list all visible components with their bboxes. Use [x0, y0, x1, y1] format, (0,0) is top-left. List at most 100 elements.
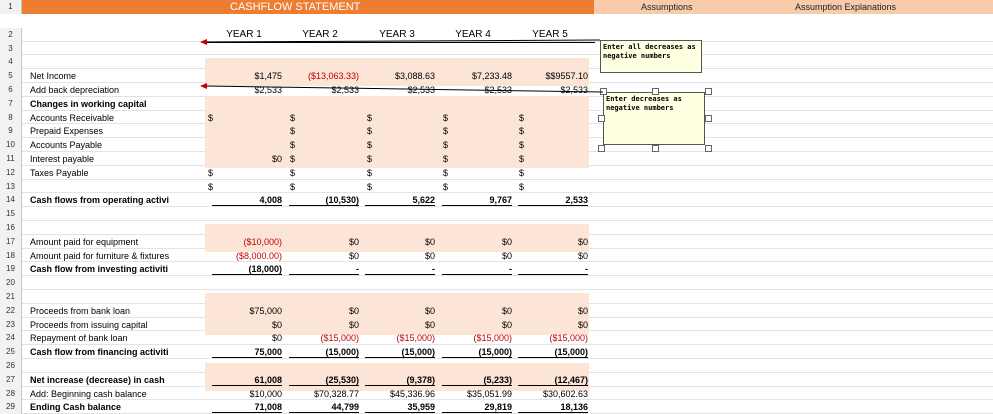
- row-label[interactable]: Accounts Receivable: [30, 112, 115, 123]
- value-cell[interactable]: -: [289, 264, 359, 276]
- value-cell[interactable]: $3,088.63: [394, 71, 435, 82]
- value-cell[interactable]: ($15,000): [473, 333, 512, 344]
- row-header[interactable]: 11: [0, 152, 22, 166]
- row-label[interactable]: Amount paid for furniture & fixtures: [30, 250, 170, 261]
- row-label[interactable]: Cash flow from financing activiti: [30, 347, 169, 358]
- value-cell[interactable]: $0: [577, 250, 588, 261]
- resize-handle[interactable]: [705, 88, 712, 95]
- comment-note-1[interactable]: Enter all decreases as negative numbers: [600, 40, 702, 73]
- row-header[interactable]: 25: [0, 345, 22, 359]
- year-2-header[interactable]: YEAR 2: [302, 29, 338, 40]
- row-header[interactable]: 20: [0, 276, 22, 290]
- value-cell[interactable]: $45,336.96: [389, 388, 435, 399]
- value-cell[interactable]: $0: [577, 236, 588, 247]
- value-cell[interactable]: (12,467): [518, 375, 588, 386]
- row-label[interactable]: Repayment of bank loan: [30, 333, 128, 344]
- value-cell[interactable]: 4,008: [212, 195, 282, 207]
- value-cell[interactable]: 75,000: [212, 347, 282, 359]
- row-header[interactable]: 2: [0, 27, 22, 42]
- value-cell[interactable]: (15,000): [442, 347, 512, 359]
- value-cell[interactable]: 5,622: [365, 195, 435, 207]
- row-label[interactable]: Prepaid Expenses: [30, 126, 104, 137]
- row-header[interactable]: 26: [0, 359, 22, 373]
- row-label[interactable]: Add back depreciation: [30, 85, 120, 95]
- value-cell[interactable]: -: [518, 264, 588, 276]
- row-header[interactable]: 29: [0, 400, 22, 414]
- year-1-header[interactable]: YEAR 1: [226, 29, 262, 40]
- row-label[interactable]: Cash flows from operating activi: [30, 195, 170, 206]
- value-cell[interactable]: $0: [271, 319, 282, 330]
- value-cell[interactable]: $$9557.10: [545, 71, 588, 82]
- value-cell[interactable]: $1,475: [254, 71, 282, 82]
- row-label[interactable]: Changes in working capital: [30, 98, 147, 109]
- value-cell[interactable]: $0: [348, 305, 359, 316]
- value-cell[interactable]: 9,767: [442, 195, 512, 207]
- value-cell[interactable]: ($13,063.33): [307, 71, 359, 82]
- assumptions-header[interactable]: Assumptions: [641, 2, 693, 12]
- value-cell[interactable]: -: [442, 264, 512, 276]
- row-header[interactable]: 21: [0, 290, 22, 304]
- row-label[interactable]: Amount paid for equipment: [30, 236, 139, 247]
- row-header[interactable]: 19: [0, 262, 22, 277]
- row-label[interactable]: Accounts Payable: [30, 140, 103, 151]
- row-label[interactable]: Interest payable: [30, 154, 95, 164]
- value-cell[interactable]: 2,533: [518, 195, 588, 207]
- row-header[interactable]: 13: [0, 179, 22, 194]
- row-header[interactable]: 16: [0, 221, 22, 235]
- value-cell[interactable]: (5,233): [442, 375, 512, 386]
- value-cell[interactable]: $0: [501, 250, 512, 261]
- row-header[interactable]: 9: [0, 124, 22, 139]
- value-cell[interactable]: $0: [348, 236, 359, 247]
- resize-handle[interactable]: [652, 145, 659, 152]
- row-header[interactable]: 22: [0, 303, 22, 318]
- value-cell[interactable]: $0: [577, 305, 588, 316]
- value-cell[interactable]: $0: [348, 250, 359, 261]
- row-label[interactable]: Ending Cash balance: [30, 402, 122, 413]
- row-header[interactable]: 18: [0, 248, 22, 263]
- row-header[interactable]: 1: [0, 0, 22, 14]
- value-cell[interactable]: $0: [348, 319, 359, 330]
- row-label[interactable]: Cash flow from investing activiti: [30, 264, 169, 275]
- value-cell[interactable]: (15,000): [289, 347, 359, 359]
- row-header[interactable]: 3: [0, 41, 22, 56]
- value-cell[interactable]: (15,000): [365, 347, 435, 359]
- value-cell[interactable]: $35,051.99: [466, 388, 512, 399]
- row-header[interactable]: 7: [0, 96, 22, 111]
- value-cell[interactable]: (9,378): [365, 375, 435, 386]
- resize-handle[interactable]: [598, 115, 605, 122]
- row-header[interactable]: 15: [0, 207, 22, 221]
- value-cell[interactable]: $2,533: [331, 85, 359, 95]
- value-cell[interactable]: ($15,000): [396, 333, 435, 344]
- row-label[interactable]: Proceeds from issuing capital: [30, 319, 148, 330]
- row-header[interactable]: 5: [0, 69, 22, 83]
- value-cell[interactable]: -: [365, 264, 435, 276]
- row-header[interactable]: 24: [0, 331, 22, 346]
- value-cell[interactable]: (15,000): [518, 347, 588, 359]
- value-cell[interactable]: ($15,000): [320, 333, 359, 344]
- value-cell[interactable]: ($10,000): [243, 236, 282, 247]
- value-cell[interactable]: 61,008: [212, 375, 282, 386]
- year-3-header[interactable]: YEAR 3: [379, 29, 415, 40]
- value-cell[interactable]: ($8,000.00): [235, 250, 282, 261]
- value-cell[interactable]: $0: [424, 236, 435, 247]
- row-header[interactable]: 17: [0, 234, 22, 249]
- value-cell[interactable]: $2,533: [407, 85, 435, 95]
- row-header[interactable]: 12: [0, 165, 22, 180]
- value-cell[interactable]: $2,533: [560, 85, 588, 95]
- resize-handle[interactable]: [652, 88, 659, 95]
- row-header[interactable]: 28: [0, 386, 22, 401]
- value-cell[interactable]: $0: [424, 305, 435, 316]
- value-cell[interactable]: $70,328.77: [313, 388, 359, 399]
- row-header[interactable]: 6: [0, 83, 22, 97]
- value-cell[interactable]: $0: [424, 319, 435, 330]
- year-4-header[interactable]: YEAR 4: [455, 29, 491, 40]
- resize-handle[interactable]: [598, 145, 605, 152]
- value-cell[interactable]: $0: [577, 319, 588, 330]
- value-cell[interactable]: $0: [501, 236, 512, 247]
- value-cell[interactable]: $7,233.48: [471, 71, 512, 82]
- value-cell[interactable]: (25,530): [289, 375, 359, 386]
- value-cell[interactable]: $75,000: [249, 305, 282, 316]
- row-header[interactable]: 27: [0, 372, 22, 387]
- value-cell[interactable]: $0: [501, 305, 512, 316]
